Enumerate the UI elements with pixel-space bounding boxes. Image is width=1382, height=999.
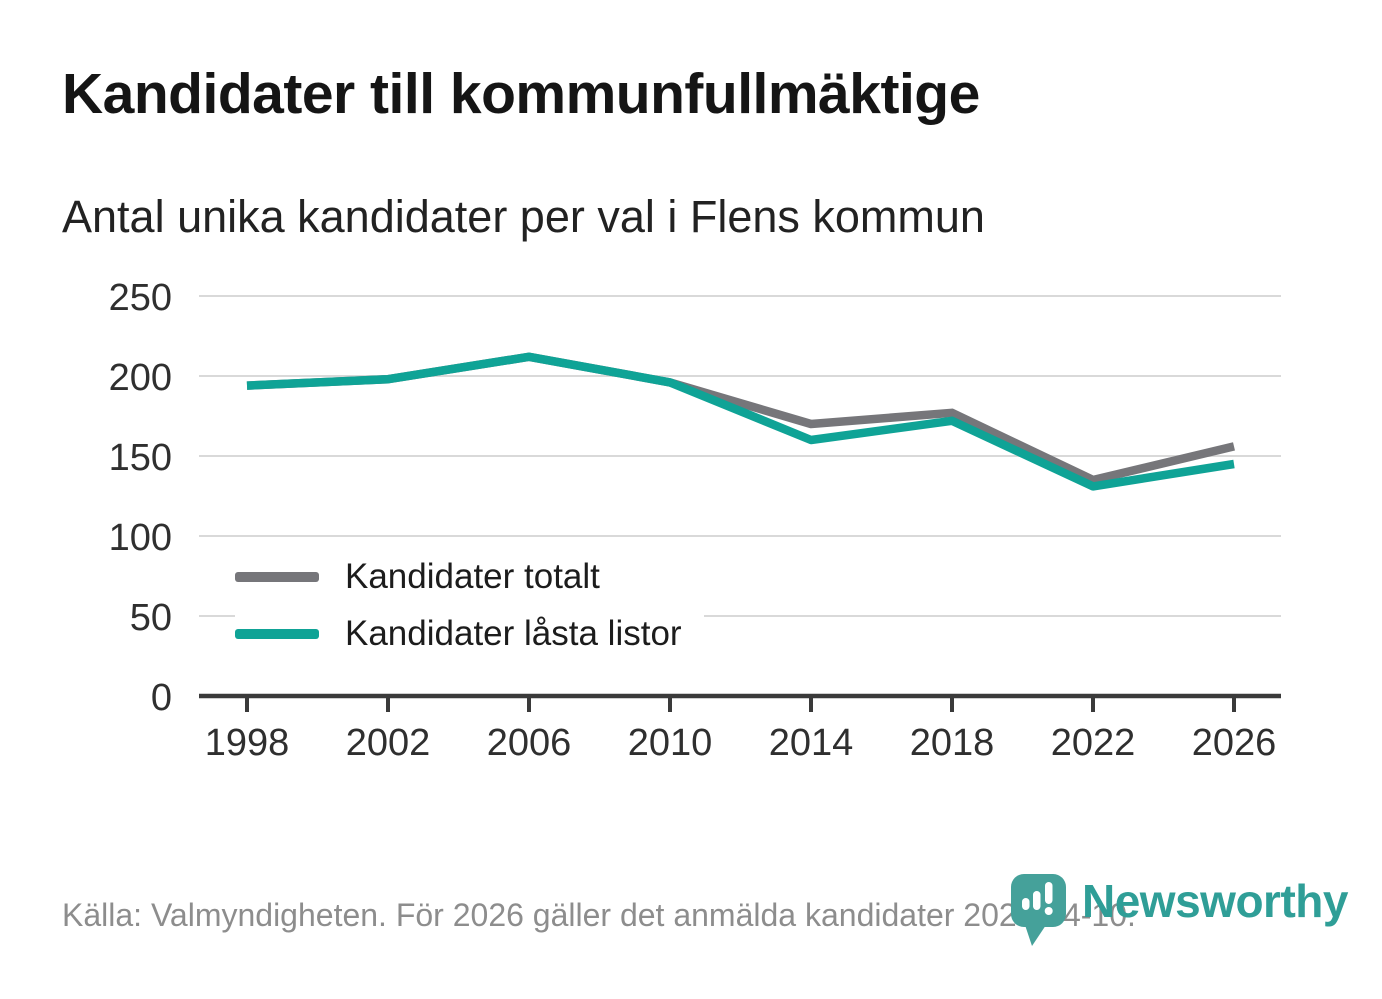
y-tick-labels-group: 0 50 100 150 200 250 xyxy=(109,277,172,719)
x-tick-label: 1998 xyxy=(205,722,290,764)
x-tick-label: 2022 xyxy=(1051,722,1136,764)
x-tick-label: 2014 xyxy=(769,722,854,764)
chart-title: Kandidater till kommunfullmäktige xyxy=(62,62,980,126)
source-note: Källa: Valmyndigheten. För 2026 gäller d… xyxy=(62,897,1136,933)
legend-swatch-locked xyxy=(235,628,319,639)
y-tick-label: 0 xyxy=(151,677,172,719)
series-line-locked xyxy=(246,352,1235,491)
x-axis-group xyxy=(199,693,1281,712)
y-tick-label: 100 xyxy=(109,517,172,559)
series-lines-group xyxy=(246,352,1235,491)
legend-item-total: Kandidater totalt xyxy=(235,548,682,605)
x-tick-label: 2002 xyxy=(346,722,431,764)
newsworthy-logo: Newsworthy xyxy=(1008,872,1348,950)
newsworthy-logo-text: Newsworthy xyxy=(1082,875,1348,927)
y-tick-label: 250 xyxy=(109,277,172,319)
x-tick-label: 2018 xyxy=(910,722,995,764)
x-tick-label: 2010 xyxy=(628,722,713,764)
legend-label-total: Kandidater totalt xyxy=(345,556,600,596)
x-tick-label: 2006 xyxy=(487,722,572,764)
y-tick-label: 200 xyxy=(109,357,172,399)
legend-label-locked: Kandidater låsta listor xyxy=(345,613,682,653)
newsworthy-logo-icon xyxy=(1011,874,1066,946)
x-tick-label: 2026 xyxy=(1192,722,1277,764)
legend-swatch-total xyxy=(235,571,319,582)
chart-subtitle: Antal unika kandidater per val i Flens k… xyxy=(62,191,985,242)
x-tick-labels-group: 1998 2002 2006 2010 2014 2018 2022 2026 xyxy=(205,722,1277,764)
chart-legend: Kandidater totalt Kandidater låsta listor xyxy=(235,548,704,662)
y-tick-label: 150 xyxy=(109,437,172,479)
legend-item-locked: Kandidater låsta listor xyxy=(235,605,682,662)
y-tick-label: 50 xyxy=(130,597,172,639)
